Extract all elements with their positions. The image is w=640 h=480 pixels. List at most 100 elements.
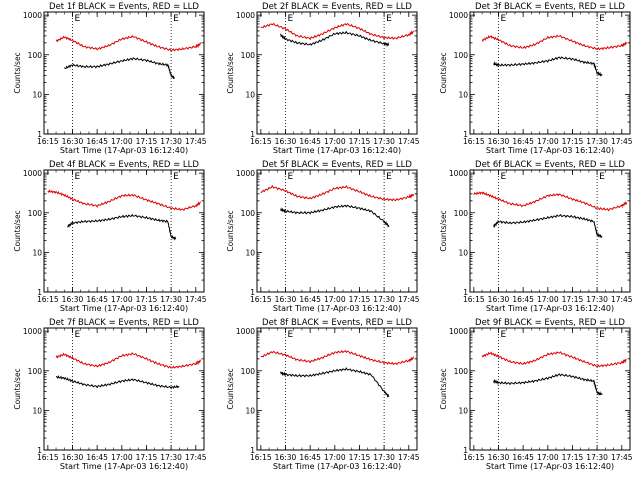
plot-frame xyxy=(469,327,631,451)
event-marker-label: E xyxy=(500,172,506,182)
series-line-lld xyxy=(260,22,415,41)
x-tick-label: 16:30 xyxy=(488,137,510,146)
y-tick-label: 1 xyxy=(250,130,255,139)
x-axis-label: Start Time (17-Apr-03 16:12:40) xyxy=(273,462,401,471)
x-axis-label: Start Time (17-Apr-03 16:12:40) xyxy=(273,146,401,155)
event-marker-label: E xyxy=(386,14,392,24)
panel-det-2: Det 2f BLACK = Events, RED = LLD 1 10 100 10… xyxy=(226,2,420,155)
x-tick-label: 16:45 xyxy=(86,137,108,146)
y-axis-label: Counts/sec xyxy=(226,52,235,93)
y-tick-label: 1000 xyxy=(449,169,468,178)
y-tick-label: 10 xyxy=(458,406,468,415)
x-tick-label: 17:45 xyxy=(185,295,207,304)
series-line-events xyxy=(67,213,177,241)
panel-title: Det 8f BLACK = Events, RED = LLD xyxy=(262,318,412,328)
x-axis-label: Start Time (17-Apr-03 16:12:40) xyxy=(486,304,614,313)
event-marker-label: E xyxy=(599,14,605,24)
series-line-lld xyxy=(481,351,627,368)
series-line-lld xyxy=(260,184,415,202)
x-axis-label: Start Time (17-Apr-03 16:12:40) xyxy=(60,146,188,155)
panel-title: Det 1f BLACK = Events, RED = LLD xyxy=(49,2,199,12)
x-tick-label: 17:30 xyxy=(586,453,608,462)
series-line-events xyxy=(64,57,175,80)
panel-title: Det 4f BLACK = Events, RED = LLD xyxy=(49,160,199,170)
y-tick-label: 10 xyxy=(32,406,42,415)
x-tick-label: 16:45 xyxy=(299,453,321,462)
y-tick-label: 1 xyxy=(37,130,42,139)
y-tick-label: 1 xyxy=(463,446,468,455)
y-tick-label: 1000 xyxy=(23,11,42,20)
x-tick-label: 16:15 xyxy=(250,295,272,304)
y-axis-label: Counts/sec xyxy=(226,210,235,251)
plot-frame xyxy=(256,11,418,135)
x-tick-label: 17:15 xyxy=(562,137,584,146)
x-tick-label: 16:15 xyxy=(37,295,59,304)
event-marker-label: E xyxy=(599,172,605,182)
x-tick-label: 16:30 xyxy=(62,453,84,462)
x-axis-label: Start Time (17-Apr-03 16:12:40) xyxy=(60,304,188,313)
panel-det-9: Det 9f BLACK = Events, RED = LLD 1 10 100 10… xyxy=(439,318,633,471)
panel-title: Det 7f BLACK = Events, RED = LLD xyxy=(49,318,199,328)
event-marker-label: E xyxy=(386,330,392,340)
y-tick-label: 10 xyxy=(245,406,255,415)
y-tick-label: 10 xyxy=(32,90,42,99)
x-tick-label: 16:15 xyxy=(463,137,485,146)
series-line-lld xyxy=(260,349,415,366)
x-tick-label: 17:15 xyxy=(562,453,584,462)
x-axis-label: Start Time (17-Apr-03 16:12:40) xyxy=(273,304,401,313)
panel-det-8: Det 8f BLACK = Events, RED = LLD 1 10 100 10… xyxy=(226,318,420,471)
x-axis-label: Start Time (17-Apr-03 16:12:40) xyxy=(60,462,188,471)
series-line-lld xyxy=(47,189,202,211)
y-tick-label: 1000 xyxy=(236,11,255,20)
x-tick-label: 17:30 xyxy=(373,137,395,146)
y-tick-label: 1 xyxy=(250,446,255,455)
y-tick-label: 1000 xyxy=(449,327,468,336)
y-axis-label: Counts/sec xyxy=(439,210,448,251)
panel-det-4: Det 4f BLACK = Events, RED = LLD 1 10 100 10… xyxy=(13,160,207,313)
x-tick-label: 16:15 xyxy=(37,453,59,462)
plot-frame xyxy=(43,169,205,293)
y-tick-label: 1 xyxy=(463,130,468,139)
x-tick-label: 16:15 xyxy=(463,453,485,462)
y-tick-label: 1000 xyxy=(449,11,468,20)
x-tick-label: 17:45 xyxy=(185,453,207,462)
plot-frame xyxy=(256,169,418,293)
y-tick-label: 100 xyxy=(454,51,469,60)
x-tick-label: 17:30 xyxy=(160,295,182,304)
panel-det-7: Det 7f BLACK = Events, RED = LLD 1 10 100 10… xyxy=(13,318,207,471)
y-tick-label: 10 xyxy=(458,248,468,257)
event-marker-label: E xyxy=(287,330,293,340)
x-tick-label: 17:15 xyxy=(562,295,584,304)
x-tick-label: 16:45 xyxy=(86,295,108,304)
panel-title: Det 6f BLACK = Events, RED = LLD xyxy=(475,160,625,170)
x-tick-label: 17:30 xyxy=(586,137,608,146)
x-tick-label: 17:15 xyxy=(349,453,371,462)
y-tick-label: 10 xyxy=(32,248,42,257)
x-tick-label: 17:00 xyxy=(111,453,133,462)
x-tick-label: 16:30 xyxy=(488,295,510,304)
x-tick-label: 16:15 xyxy=(250,453,272,462)
series-line-events xyxy=(493,213,603,239)
series-line-events xyxy=(55,375,180,390)
panel-det-5: Det 5f BLACK = Events, RED = LLD 1 10 100 10… xyxy=(226,160,420,313)
panel-title: Det 2f BLACK = Events, RED = LLD xyxy=(262,2,412,12)
y-tick-label: 1000 xyxy=(23,169,42,178)
x-tick-label: 17:45 xyxy=(185,137,207,146)
series-line-lld xyxy=(55,352,202,369)
x-tick-label: 16:30 xyxy=(488,453,510,462)
x-tick-label: 17:45 xyxy=(398,137,420,146)
panel-det-6: Det 6f BLACK = Events, RED = LLD 1 10 100 10… xyxy=(439,160,633,313)
x-tick-label: 17:00 xyxy=(537,453,559,462)
x-tick-label: 17:15 xyxy=(136,453,158,462)
x-tick-label: 17:45 xyxy=(398,295,420,304)
x-tick-label: 16:45 xyxy=(86,453,108,462)
y-tick-label: 10 xyxy=(245,248,255,257)
plot-frame xyxy=(43,11,205,135)
event-marker-label: E xyxy=(287,172,293,182)
x-tick-label: 16:45 xyxy=(512,453,534,462)
x-tick-label: 17:45 xyxy=(611,453,633,462)
event-marker-label: E xyxy=(386,172,392,182)
x-tick-label: 16:30 xyxy=(275,295,297,304)
x-tick-label: 17:15 xyxy=(349,295,371,304)
